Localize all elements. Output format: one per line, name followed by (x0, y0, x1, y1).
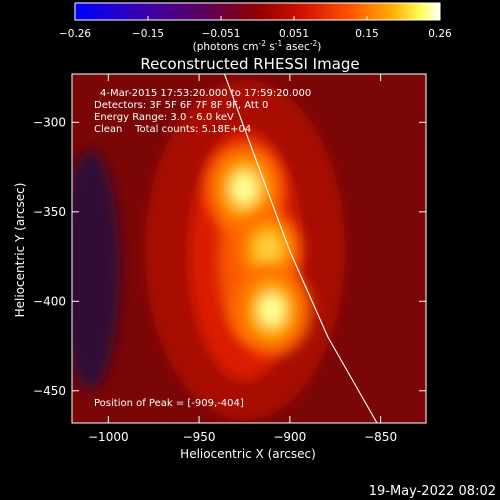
colorbar-tick-label: 0.051 (279, 28, 309, 40)
colorbar-tick-label: 0.15 (355, 28, 378, 40)
colorbar-ticks: −0.26 −0.15 −0.051 0.051 0.15 0.26 (59, 16, 452, 40)
colorbar-tick-label: −0.051 (202, 28, 241, 40)
solar-limb-curve (223, 74, 378, 423)
footer-date: 19-May-2022 08:02 (369, 484, 496, 499)
x-tick-label: −850 (364, 430, 397, 444)
x-tick-label: −1000 (88, 430, 129, 444)
y-tick-label: −450 (33, 384, 66, 398)
x-tick-label: −950 (183, 430, 216, 444)
annotation-peak: Position of Peak = [-909,-404] (94, 398, 244, 409)
colorbar-tick-label: −0.26 (59, 28, 91, 40)
plot-frame (71, 73, 427, 424)
colorbar-tick-label: 0.26 (428, 28, 452, 40)
source-3 (231, 264, 312, 357)
colorbar-tick-label: −0.15 (132, 28, 164, 40)
colorbar (74, 2, 441, 21)
y-tick-label: −400 (33, 294, 66, 308)
source-layer (204, 142, 312, 357)
annotation-detectors: Detectors: 3F 5F 6F 7F 8F 9F, Att 0 (94, 100, 268, 111)
y-tick-label: −300 (33, 115, 66, 129)
colorbar-unit-label: (photons cm-2 s-1 asec-2) (193, 39, 322, 53)
axes: −1000 −950 −900 −850 −300 −350 −400 −450 (33, 74, 426, 444)
x-axis-label: Heliocentric X (arcsec) (180, 447, 316, 461)
y-tick-label: −350 (33, 205, 66, 219)
annotation-energy: Energy Range: 3.0 - 6.0 keV (94, 112, 234, 123)
annotation-clean: Clean Total counts: 5.18E+04 (94, 124, 251, 135)
y-axis-label: Heliocentric Y (arcsec) (13, 183, 27, 318)
emission-dark-left (72, 150, 120, 390)
x-tick-label: −900 (273, 430, 306, 444)
chart-title: Reconstructed RHESSI Image (140, 55, 359, 73)
annotation-time-range: 4-Mar-2015 17:53:20.000 to 17:59:20.000 (100, 88, 311, 99)
